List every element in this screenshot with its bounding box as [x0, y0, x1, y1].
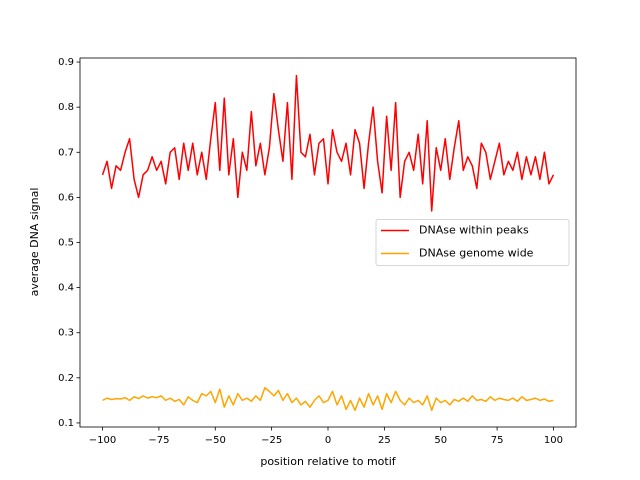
x-tick-label: −25 — [261, 435, 282, 446]
x-axis-label: position relative to motif — [260, 455, 396, 468]
x-tick-label: 0 — [325, 435, 331, 446]
data-line — [101, 74, 555, 212]
legend-label: DNAse within peaks — [419, 224, 529, 237]
legend-label: DNAse genome wide — [419, 247, 534, 260]
x-tick-label: −75 — [148, 435, 169, 446]
y-tick-label: 0.5 — [58, 238, 74, 249]
data-line — [102, 387, 554, 412]
y-tick-label: 0.9 — [58, 57, 74, 68]
x-tick-label: 100 — [544, 435, 563, 446]
y-tick-label: 0.3 — [58, 328, 74, 339]
y-tick-label: 0.2 — [58, 373, 74, 384]
y-axis-label: average DNA signal — [28, 188, 41, 297]
y-tick-label: 0.7 — [58, 147, 74, 158]
y-tick-label: 0.1 — [58, 418, 74, 429]
x-tick-label: 50 — [434, 435, 447, 446]
x-tick-label: −50 — [205, 435, 226, 446]
y-tick-label: 0.4 — [58, 283, 74, 294]
x-tick-label: −100 — [89, 435, 116, 446]
y-tick-label: 0.6 — [58, 192, 74, 203]
plot-frame — [79, 57, 577, 428]
x-tick-label: 75 — [491, 435, 504, 446]
legend-box — [375, 219, 570, 266]
x-tick-label: 25 — [378, 435, 391, 446]
y-tick-label: 0.8 — [58, 102, 74, 113]
